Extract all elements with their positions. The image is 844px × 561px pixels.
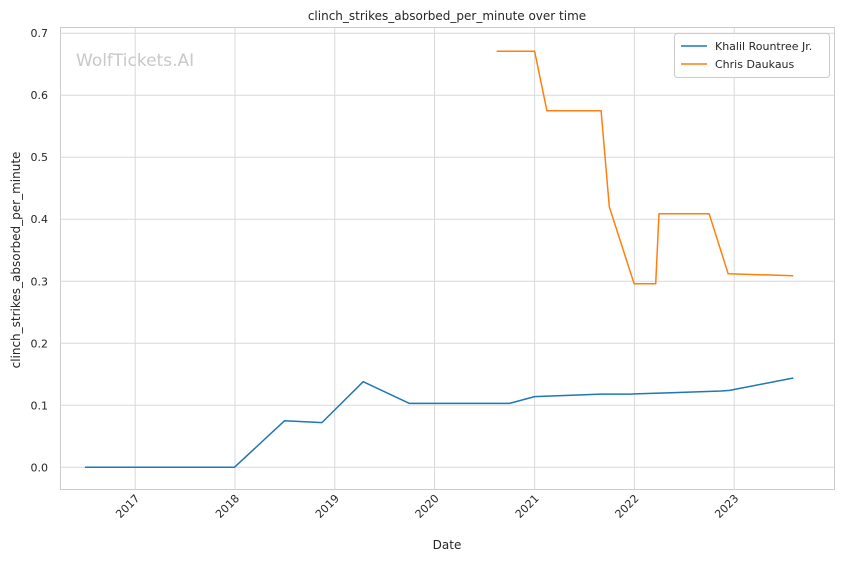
y-tick-label: 0.0 bbox=[31, 461, 49, 474]
x-tick-label: 2021 bbox=[513, 492, 542, 521]
chart-title: clinch_strikes_absorbed_per_minute over … bbox=[308, 9, 586, 23]
series-line-1 bbox=[496, 50, 794, 285]
x-tick-label: 2019 bbox=[313, 492, 342, 521]
series-group bbox=[84, 50, 794, 469]
x-tick-label: 2022 bbox=[613, 492, 642, 521]
y-tick-label: 0.2 bbox=[31, 337, 49, 350]
y-tick-label: 0.7 bbox=[31, 27, 49, 40]
x-axis-ticks: 2017 2018 2019 2020 2021 2022 2023 bbox=[113, 492, 741, 521]
x-tick-label: 2023 bbox=[712, 492, 741, 521]
legend-label-khalil-rountree: Khalil Rountree Jr. bbox=[715, 40, 812, 53]
legend: Khalil Rountree Jr. Chris Daukaus bbox=[674, 33, 830, 78]
x-tick-label: 2020 bbox=[413, 492, 442, 521]
legend-box bbox=[674, 33, 830, 78]
y-axis-ticks: 0.0 0.1 0.2 0.3 0.4 0.5 0.6 0.7 bbox=[31, 27, 49, 474]
series-line-0 bbox=[84, 377, 794, 469]
legend-label-chris-daukaus: Chris Daukaus bbox=[715, 58, 795, 71]
x-tick-label: 2018 bbox=[213, 492, 242, 521]
y-tick-label: 0.6 bbox=[31, 89, 49, 102]
y-tick-label: 0.1 bbox=[31, 399, 49, 412]
grid bbox=[60, 27, 834, 489]
watermark: WolfTickets.AI bbox=[76, 51, 194, 71]
y-axis-label: clinch_strikes_absorbed_per_minute bbox=[9, 152, 23, 369]
y-tick-label: 0.5 bbox=[31, 151, 49, 164]
y-tick-label: 0.3 bbox=[31, 275, 49, 288]
x-tick-label: 2017 bbox=[113, 492, 142, 521]
y-tick-label: 0.4 bbox=[31, 213, 49, 226]
plot-area-frame bbox=[60, 27, 835, 490]
x-axis-label: Date bbox=[433, 538, 462, 552]
